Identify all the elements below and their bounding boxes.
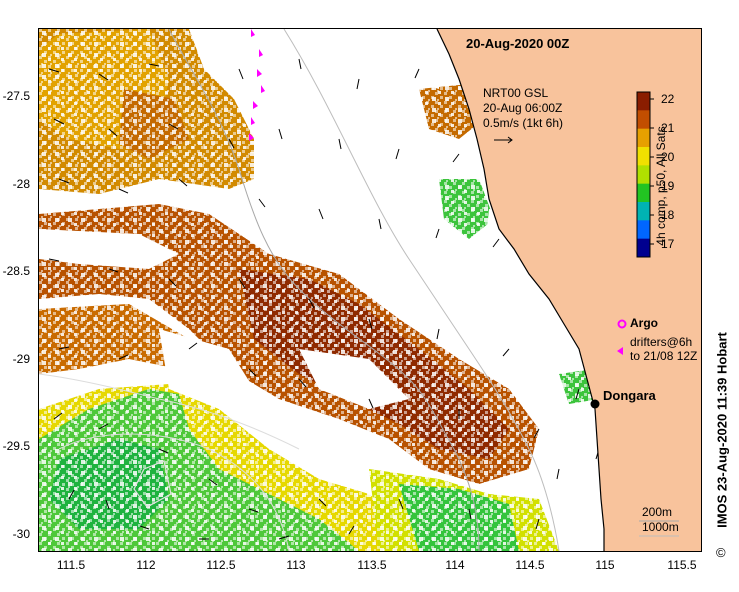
lon-tick: 111.5 [56,558,86,572]
lon-tick: 114 [445,558,465,572]
drifters-label-2: to 21/08 12Z [630,349,698,363]
colorbar-segment [637,147,650,166]
lat-tick: -29 [12,352,30,366]
lon-tick: 115 [595,558,615,572]
isobath-label-1000: 1000m [642,520,679,534]
cloud-gap-3 [299,349,409,409]
legend-model: NRT00 GSL [483,86,549,100]
lat-tick: -29.5 [2,439,30,453]
lat-tick: -30 [12,527,30,541]
current-scale-arrow [494,136,513,144]
cb-tick-21: 21 [661,121,675,135]
colorbar-segment [637,183,650,203]
coastline [436,29,605,551]
map-frame[interactable]: 20-Aug-2020 00Z NRT00 GSL 20-Aug 06:00Z … [38,28,702,552]
isobath-200m [168,29,480,551]
cb-tick-22: 22 [661,92,675,106]
lon-tick: 113 [286,558,306,572]
isobath-west-b [58,433,290,551]
cb-tick-19: 19 [661,179,675,193]
cloud-gap-1 [39,229,179,269]
dongara-marker [590,399,600,409]
legend-time: 20-Aug 06:00Z [483,101,563,115]
dongara-label: Dongara [603,388,656,403]
sst-field [39,29,701,551]
isobath-label-200: 200m [642,505,673,519]
colorbar-segment [637,92,650,111]
isobath-1000m [283,29,560,551]
colorbar-segment [637,202,650,221]
map-canvas[interactable] [39,29,701,551]
cloud-gap-6 [299,29,439,89]
lon-tick: 115.5 [667,558,697,572]
land [437,29,701,551]
copyright-symbol: © [716,545,726,560]
lon-tick: 112 [136,558,156,572]
lat-tick: -28.5 [2,264,30,278]
cb-tick-17: 17 [661,237,675,251]
imos-credit: IMOS 23-Aug-2020 11:39 Hobart [714,332,730,528]
drifter-legend-icon [617,347,623,355]
colorbar-border [636,91,651,258]
colorbar-segment [637,165,650,185]
colorbar-segment [637,110,650,130]
lat-tick: -27.5 [2,89,30,103]
lon-tick: 112.5 [206,558,236,572]
lon-tick: 114.5 [515,558,545,572]
legend-scale: 0.5m/s (1kt 6h) [483,116,564,130]
cloud-gap-4 [159,329,254,409]
lat-tick: -28 [12,177,30,191]
colorbar-segment [637,238,650,258]
argo-legend-icon [617,319,627,329]
argo-label: Argo [630,316,658,330]
eddy-contour [133,460,172,508]
isobath-west-a [39,373,300,450]
lon-tick: 113.5 [357,558,387,572]
colorbar-title: 4h comp, p50, All Sats [654,126,668,246]
colorbar-segment [637,220,650,240]
drifters-label-1: drifters@6h [630,335,693,349]
cb-tick-18: 18 [661,208,675,222]
colorbar [636,91,654,258]
colorbar-segment [637,128,650,148]
map-date: 20-Aug-2020 00Z [466,36,570,51]
cb-tick-20: 20 [661,150,675,164]
